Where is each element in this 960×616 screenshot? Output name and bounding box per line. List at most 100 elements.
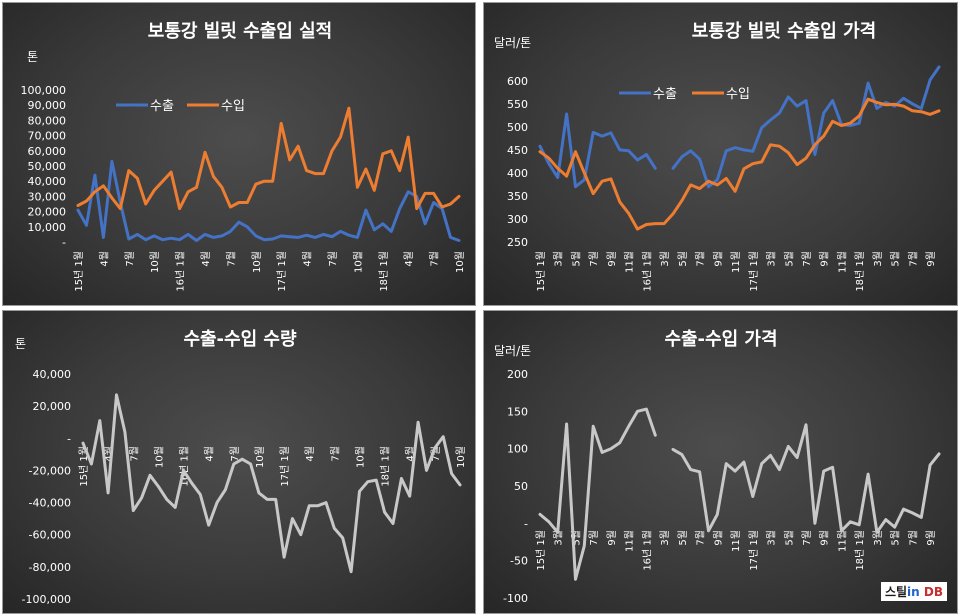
data-point (123, 430, 127, 434)
data-point (671, 167, 675, 170)
data-point (778, 145, 781, 148)
data-point (220, 234, 224, 238)
data-point (203, 151, 207, 154)
price-chart-svg: 보통강 빌릿 수출입 가격 달러/톤 수출 수입 250 300 350 400 450… (494, 20, 941, 292)
data-point (153, 189, 156, 192)
data-point (195, 186, 198, 189)
data-point (110, 196, 114, 200)
data-point (330, 149, 334, 152)
data-point (547, 156, 551, 160)
data-point (339, 135, 342, 139)
y-tick-label: 50,000 (28, 160, 67, 173)
data-point (102, 236, 105, 239)
data-point (698, 157, 701, 161)
data-point (742, 167, 746, 170)
x-tick-label: 4월 (302, 251, 314, 267)
data-point (716, 178, 719, 182)
data-point (383, 511, 386, 514)
data-point (849, 520, 852, 524)
x-tick-label: 9월 (712, 251, 724, 267)
data-point (106, 491, 110, 495)
x-tick-label: 11월 (836, 530, 848, 552)
data-point (645, 407, 648, 411)
data-point (911, 109, 914, 112)
data-point (90, 462, 93, 466)
volume-difference-chart: 수출-수입 수량 톤 -100,000 -80,000 -60,000 -40,000… (2, 310, 476, 614)
data-point (296, 145, 300, 148)
data-point (733, 146, 737, 149)
data-point (313, 172, 317, 175)
data-point (165, 498, 168, 501)
y-tick-label: 60,000 (28, 145, 67, 158)
data-point (928, 463, 932, 467)
export-import-price-chart: 보통강 빌릿 수출입 가격 달러/톤 수출 수입 250 300 350 400 450… (483, 2, 958, 306)
x-tick-label: 9월 (819, 251, 831, 267)
data-point (795, 163, 799, 166)
y-tick-label: 300 (507, 213, 528, 226)
x-tick-label: 10월 (251, 251, 263, 273)
y-axis-unit: 톤 (27, 50, 38, 64)
series-line-0 (538, 407, 941, 581)
data-point (356, 236, 359, 239)
data-point (119, 207, 122, 210)
y-tick-label: 150 (507, 405, 528, 418)
x-tick-label: 7월 (907, 251, 919, 267)
legend-import-label: 수입 (726, 87, 750, 102)
data-point (398, 207, 401, 210)
data-point (716, 183, 719, 187)
data-point (911, 102, 914, 106)
data-point (356, 186, 359, 189)
data-point (920, 516, 923, 519)
x-tick-label: 7월 (329, 446, 341, 462)
data-point (618, 200, 621, 204)
data-point (751, 150, 754, 153)
data-point (627, 212, 630, 215)
y-axis-unit: 톤 (15, 337, 26, 351)
x-tick-label: 3월 (553, 251, 565, 267)
x-tick-label: 7월 (225, 251, 237, 267)
x-tick-label: 11월 (624, 530, 636, 552)
chart-legend: 수출 수입 (116, 99, 245, 114)
data-point (381, 152, 384, 156)
data-point (538, 150, 542, 153)
volume-diff-chart-svg: 수출-수입 수량 톤 -100,000-80,000-60,000-40,000… (15, 328, 467, 606)
data-point (220, 186, 224, 189)
data-point (556, 531, 559, 534)
x-tick-label: 7월 (588, 251, 600, 267)
x-tick-label: 5월 (677, 530, 689, 546)
data-point (274, 498, 277, 501)
chart-title: 수출-수입 수량 (183, 328, 297, 350)
x-tick-label: 5월 (783, 530, 795, 546)
legend-import-label: 수입 (221, 99, 245, 114)
y-tick-label: 450 (507, 144, 528, 157)
data-point (849, 121, 852, 125)
data-point (291, 517, 294, 520)
plot-area: -100,000-80,000-60,000-40,000-20,000-20,… (22, 368, 467, 606)
data-point (583, 171, 586, 175)
data-point (199, 493, 202, 496)
y-tick-label: 400 (507, 167, 528, 180)
data-point (280, 122, 283, 125)
data-point (609, 447, 613, 450)
x-tick-label: 10월 (254, 446, 266, 468)
data-point (937, 65, 941, 69)
x-tick-label: 5월 (677, 251, 689, 267)
data-point (308, 504, 311, 507)
data-point (592, 425, 595, 428)
data-point (373, 189, 376, 192)
x-tick-label: 7월 (801, 530, 813, 546)
x-tick-label: 4월 (98, 251, 110, 267)
data-point (875, 531, 879, 534)
x-tick-label: 18년 1월 (378, 251, 390, 292)
data-point (627, 425, 630, 428)
chart-title: 보통강 빌릿 수출입 가격 (692, 20, 876, 42)
y-axis-unit: 달러/톤 (494, 344, 531, 358)
y-tick-label: 40,000 (33, 368, 72, 381)
x-tick-label: 15년 1월 (535, 251, 547, 292)
data-point (822, 111, 825, 115)
data-point (203, 233, 207, 236)
x-tick-label: 18년 1월 (854, 530, 866, 571)
data-point (627, 149, 630, 153)
series-line-0 (76, 159, 461, 242)
